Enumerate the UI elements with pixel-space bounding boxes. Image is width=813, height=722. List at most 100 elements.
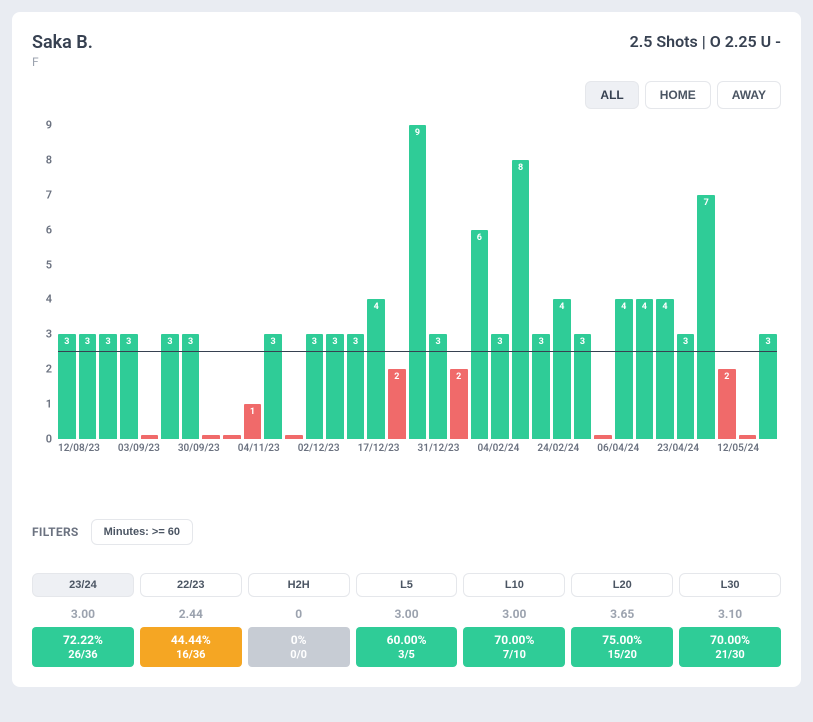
bar-value-label: 1 xyxy=(250,407,255,417)
split-box: 70.00%21/30 xyxy=(679,627,781,667)
split-tab[interactable]: 23/24 xyxy=(32,573,134,597)
split-ratio: 3/5 xyxy=(356,648,458,662)
x-tick: 17/12/23 xyxy=(358,443,418,475)
split-avg: 3.65 xyxy=(571,607,673,621)
bar-value-label: 3 xyxy=(683,337,688,347)
bar-value-label: 3 xyxy=(126,337,131,347)
x-tick: 04/02/24 xyxy=(477,443,537,475)
player-stats-card: Saka B. F 2.5 Shots | O 2.25 U - ALLHOME… xyxy=(12,12,801,687)
bar[interactable] xyxy=(223,435,241,439)
venue-tab-home[interactable]: HOME xyxy=(645,81,711,109)
bar-value-label: 8 xyxy=(518,163,523,173)
split-column: 23/243.0072.22%26/36 xyxy=(32,573,134,667)
split-column: L20 3.65 75.00%15/20 xyxy=(571,573,673,667)
x-tick: 31/12/23 xyxy=(418,443,478,475)
split-box: 72.22%26/36 xyxy=(32,627,134,667)
split-pct: 72.22% xyxy=(32,633,134,648)
bar-value-label: 3 xyxy=(497,337,502,347)
split-tab[interactable]: H2H xyxy=(248,573,350,597)
bar-value-label: 7 xyxy=(704,198,709,208)
split-ratio: 0/0 xyxy=(248,648,350,662)
x-tick: 24/02/24 xyxy=(537,443,597,475)
bar[interactable] xyxy=(739,435,757,439)
bar-value-label: 3 xyxy=(765,337,770,347)
y-tick: 0 xyxy=(46,433,52,446)
split-box: 60.00%3/5 xyxy=(356,627,458,667)
split-tab[interactable]: L10 xyxy=(463,573,565,597)
bar-value-label: 3 xyxy=(188,337,193,347)
bar[interactable] xyxy=(141,435,159,439)
split-pct: 70.00% xyxy=(679,633,781,648)
split-pct: 70.00% xyxy=(463,633,565,648)
bar-value-label: 2 xyxy=(394,372,399,382)
bar[interactable]: 4 xyxy=(656,299,674,439)
bar[interactable]: 4 xyxy=(615,299,633,439)
bar[interactable]: 4 xyxy=(367,299,385,439)
shots-bar-chart: 0123456789 33333313333429326383434443723… xyxy=(32,125,781,475)
split-avg: 2.44 xyxy=(140,607,242,621)
y-tick: 1 xyxy=(46,398,52,411)
bar[interactable]: 6 xyxy=(471,230,489,439)
bar[interactable]: 2 xyxy=(718,369,736,439)
filters-label: FILTERS xyxy=(32,525,79,539)
bar-value-label: 3 xyxy=(435,337,440,347)
x-tick: 12/08/23 xyxy=(58,443,118,475)
split-tab[interactable]: 22/23 xyxy=(140,573,242,597)
split-pct: 44.44% xyxy=(140,633,242,648)
split-column: 22/23 2.44 44.44%16/36 xyxy=(140,573,242,667)
bar-value-label: 3 xyxy=(539,337,544,347)
bar-value-label: 4 xyxy=(662,302,667,312)
split-column: H2H00%0/0 xyxy=(248,573,350,667)
split-avg: 3.00 xyxy=(463,607,565,621)
bar-value-label: 3 xyxy=(167,337,172,347)
bar-value-label: 3 xyxy=(64,337,69,347)
bar[interactable]: 4 xyxy=(553,299,571,439)
split-tab[interactable]: L30 xyxy=(679,573,781,597)
split-pct: 0% xyxy=(248,633,350,648)
splits-row: 23/243.0072.22%26/3622/232.4444.44%16/36… xyxy=(32,573,781,667)
bar[interactable]: 9 xyxy=(409,125,427,439)
y-tick: 2 xyxy=(46,363,52,376)
split-box: 75.00%15/20 xyxy=(571,627,673,667)
player-name: Saka B. xyxy=(32,32,93,53)
bar[interactable]: 2 xyxy=(388,369,406,439)
bar-value-label: 6 xyxy=(477,233,482,243)
bar-value-label: 3 xyxy=(580,337,585,347)
split-box: 70.00%7/10 xyxy=(463,627,565,667)
filter-chips: Minutes: >= 60 xyxy=(91,519,193,545)
threshold-line xyxy=(58,351,777,352)
y-tick: 8 xyxy=(46,153,52,166)
bar-value-label: 4 xyxy=(621,302,626,312)
bar-value-label: 3 xyxy=(85,337,90,347)
split-avg: 3.10 xyxy=(679,607,781,621)
split-ratio: 26/36 xyxy=(32,648,134,662)
x-tick: 23/04/24 xyxy=(657,443,717,475)
bar[interactable]: 2 xyxy=(450,369,468,439)
stat-line: 2.5 Shots | O 2.25 U - xyxy=(630,32,781,51)
y-tick: 5 xyxy=(46,258,52,271)
y-tick: 6 xyxy=(46,223,52,236)
bar[interactable]: 8 xyxy=(512,160,530,439)
split-column: L53.0060.00%3/5 xyxy=(356,573,458,667)
bar-value-label: 2 xyxy=(724,372,729,382)
player-block: Saka B. F xyxy=(32,32,93,69)
filter-chip[interactable]: Minutes: >= 60 xyxy=(91,519,193,545)
bar-value-label: 3 xyxy=(105,337,110,347)
split-ratio: 16/36 xyxy=(140,648,242,662)
bar[interactable]: 4 xyxy=(636,299,654,439)
split-tab[interactable]: L20 xyxy=(571,573,673,597)
split-column: L30 3.10 70.00%21/30 xyxy=(679,573,781,667)
bar-value-label: 3 xyxy=(312,337,317,347)
venue-tab-away[interactable]: AWAY xyxy=(717,81,781,109)
bar[interactable]: 1 xyxy=(244,404,262,439)
bar[interactable] xyxy=(202,435,220,439)
y-tick: 7 xyxy=(46,188,52,201)
bar[interactable] xyxy=(285,435,303,439)
split-ratio: 15/20 xyxy=(571,648,673,662)
venue-tab-all[interactable]: ALL xyxy=(585,81,638,109)
split-ratio: 7/10 xyxy=(463,648,565,662)
split-tab[interactable]: L5 xyxy=(356,573,458,597)
bar[interactable] xyxy=(594,435,612,439)
bar[interactable]: 7 xyxy=(697,195,715,439)
player-position: F xyxy=(32,55,93,69)
